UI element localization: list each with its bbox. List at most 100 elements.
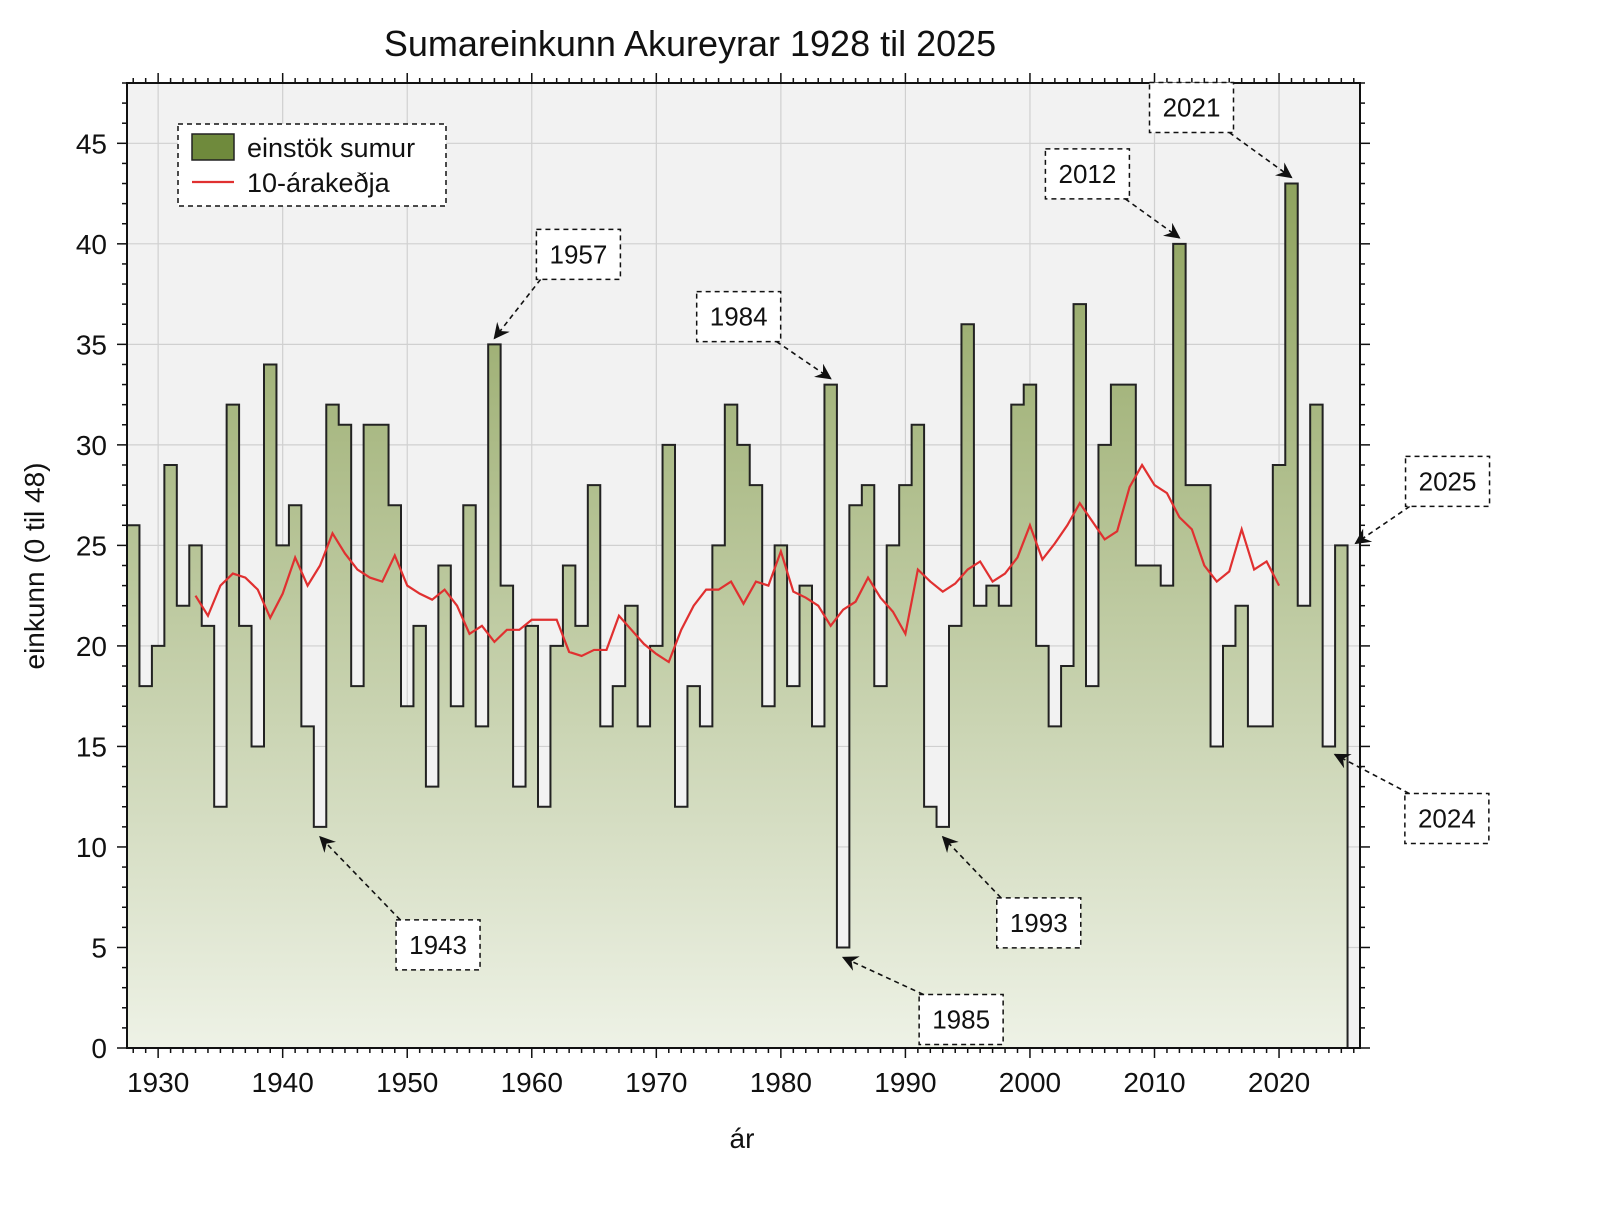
bar-1952 <box>426 787 438 1048</box>
bar-1988 <box>874 686 886 1048</box>
annotation-label: 1984 <box>710 302 768 332</box>
bars-area-fill <box>127 183 1348 1049</box>
y-tick-label: 40 <box>76 229 107 260</box>
annotation-box <box>918 993 1004 1046</box>
annotation-arrow <box>776 340 832 380</box>
bar-1954 <box>451 706 463 1048</box>
bar-1945 <box>339 425 351 1048</box>
bar-1975 <box>712 545 724 1048</box>
bar-2008 <box>1123 385 1135 1048</box>
bar-2003 <box>1061 666 1073 1048</box>
y-tick-label: 15 <box>76 731 107 762</box>
bar-2012 <box>1173 244 1185 1048</box>
annotation-2021: 2021 <box>1148 81 1293 179</box>
bar-1982 <box>800 586 812 1048</box>
bar-1998 <box>999 606 1011 1048</box>
bar-2022 <box>1298 606 1310 1048</box>
bar-1961 <box>538 807 550 1048</box>
annotation-box <box>1044 148 1131 200</box>
y-tick-label: 20 <box>76 631 107 662</box>
bar-1979 <box>762 706 774 1048</box>
bar-1934 <box>202 626 214 1048</box>
bar-2015 <box>1211 746 1223 1048</box>
bar-2016 <box>1223 646 1235 1048</box>
bar-1966 <box>600 726 612 1048</box>
bar-2011 <box>1161 586 1173 1048</box>
bar-1958 <box>501 586 513 1048</box>
annotation-2012: 2012 <box>1044 148 1181 239</box>
bar-2024 <box>1323 746 1335 1048</box>
annotation-arrow <box>1354 505 1411 545</box>
bar-2010 <box>1148 566 1160 1049</box>
bar-1941 <box>289 505 301 1048</box>
bar-1977 <box>737 445 749 1048</box>
x-tick-label: 1980 <box>750 1067 812 1098</box>
bar-1987 <box>862 485 874 1048</box>
y-axis-label: einkunn (0 til 48) <box>19 462 50 669</box>
bar-1972 <box>675 807 687 1048</box>
annotation-1984: 1984 <box>695 290 832 380</box>
bar-1948 <box>376 425 388 1048</box>
y-tick-label: 5 <box>91 932 107 963</box>
bar-1931 <box>164 465 176 1048</box>
bar-1995 <box>961 324 973 1048</box>
bar-1960 <box>526 626 538 1048</box>
bar-1984 <box>824 385 836 1048</box>
bar-2013 <box>1186 485 1198 1048</box>
annotations: 1957 1943 1984 1985 1993 2012 2021 2025 2024 <box>319 81 1491 1046</box>
bar-1997 <box>986 586 998 1048</box>
bar-1999 <box>1011 405 1023 1048</box>
legend-label-bars: einstök sumur <box>247 133 415 163</box>
annotation-label: 1957 <box>549 239 607 269</box>
annotation-box <box>395 919 481 971</box>
bar-2023 <box>1310 405 1322 1048</box>
annotation-1943: 1943 <box>319 835 481 971</box>
bar-1942 <box>301 726 313 1048</box>
bar-1936 <box>227 405 239 1048</box>
bar-2009 <box>1136 566 1148 1049</box>
bar-1951 <box>413 626 425 1048</box>
annotation-label: 2025 <box>1419 466 1477 496</box>
bar-2005 <box>1086 686 1098 1048</box>
annotation-1985: 1985 <box>841 956 1004 1046</box>
moving-average-line <box>194 462 1281 664</box>
bar-1981 <box>787 686 799 1048</box>
bar-1985 <box>837 947 849 1048</box>
annotation-2025: 2025 <box>1354 455 1491 545</box>
x-tick-label: 2020 <box>1248 1067 1310 1098</box>
bar-1947 <box>364 425 376 1048</box>
annotation-label: 1993 <box>1010 908 1068 938</box>
annotation-arrow <box>319 835 401 921</box>
x-tick-label: 2000 <box>999 1067 1061 1098</box>
chart-title: Sumareinkunn Akureyrar 1928 til 2025 <box>384 23 996 64</box>
bar-1930 <box>152 646 164 1048</box>
y-tick-label: 10 <box>76 832 107 863</box>
annotation-box <box>1404 792 1490 845</box>
x-tick-label: 1990 <box>874 1067 936 1098</box>
bar-1932 <box>177 606 189 1048</box>
annotation-2024: 2024 <box>1333 753 1490 845</box>
bar-2002 <box>1049 726 1061 1048</box>
bar-2021 <box>1285 184 1297 1048</box>
bar-1990 <box>899 485 911 1048</box>
bar-1943 <box>314 827 326 1048</box>
x-tick-label: 1940 <box>252 1067 314 1098</box>
bar-1967 <box>613 686 625 1048</box>
x-axis-ticks: 1930 1940 1950 1960 1970 1980 1990 2000 2010 2020 <box>127 73 1355 1098</box>
bar-2019 <box>1260 726 1272 1048</box>
bar-1965 <box>588 485 600 1048</box>
bar-1940 <box>276 545 288 1048</box>
bar-1959 <box>513 787 525 1048</box>
x-tick-label: 1950 <box>376 1067 438 1098</box>
bar-1971 <box>663 445 675 1048</box>
annotation-1993: 1993 <box>941 835 1082 949</box>
bar-2018 <box>1248 726 1260 1048</box>
y-tick-label: 30 <box>76 430 107 461</box>
bar-1956 <box>476 726 488 1048</box>
bar-1996 <box>974 606 986 1048</box>
annotation-box <box>535 228 622 281</box>
bar-1978 <box>750 485 762 1048</box>
annotation-label: 2021 <box>1163 93 1221 123</box>
